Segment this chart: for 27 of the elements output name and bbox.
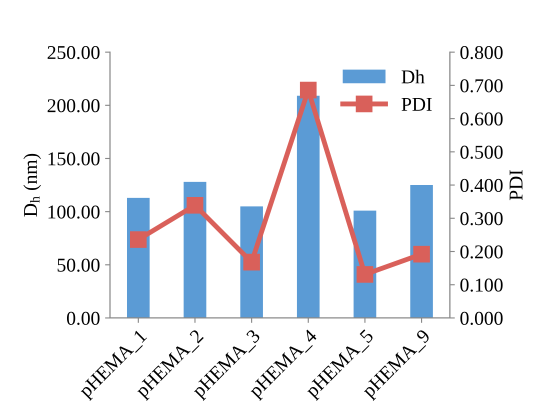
y2-tick-label: 0.600 bbox=[460, 112, 503, 126]
legend-label: PDI bbox=[402, 98, 432, 111]
point bbox=[130, 231, 147, 248]
y-tick-label: 150.00 bbox=[48, 152, 100, 166]
y-tick-label: 0.00 bbox=[66, 312, 100, 325]
y-tick-label: 100.00 bbox=[48, 205, 100, 219]
y2-tick-label: 0.000 bbox=[460, 312, 503, 325]
y2-tick-label: 0.500 bbox=[460, 146, 503, 159]
point bbox=[413, 246, 430, 262]
y2-tick-label: 0.800 bbox=[460, 46, 503, 60]
y-tick-label: 50.00 bbox=[58, 258, 100, 272]
y2-tick-label: 0.700 bbox=[460, 79, 503, 92]
legend-label: Dh bbox=[402, 70, 425, 84]
y-tick-label: 250.00 bbox=[48, 46, 100, 60]
y2-tick-label: 0.400 bbox=[460, 178, 503, 192]
y2-axis-title: PDI bbox=[510, 170, 522, 200]
point bbox=[243, 254, 260, 270]
bar bbox=[296, 96, 320, 318]
bar bbox=[410, 185, 433, 318]
point bbox=[356, 266, 374, 283]
point bbox=[186, 196, 204, 214]
y-axis-title: D$_{h}$ (nm) bbox=[23, 154, 41, 217]
y2-tick-label: 0.100 bbox=[460, 278, 503, 292]
point bbox=[300, 82, 317, 98]
y-tick-label: 200.00 bbox=[48, 99, 100, 112]
y2-tick-label: 0.300 bbox=[460, 212, 503, 226]
y2-tick-label: 0.200 bbox=[460, 245, 503, 259]
